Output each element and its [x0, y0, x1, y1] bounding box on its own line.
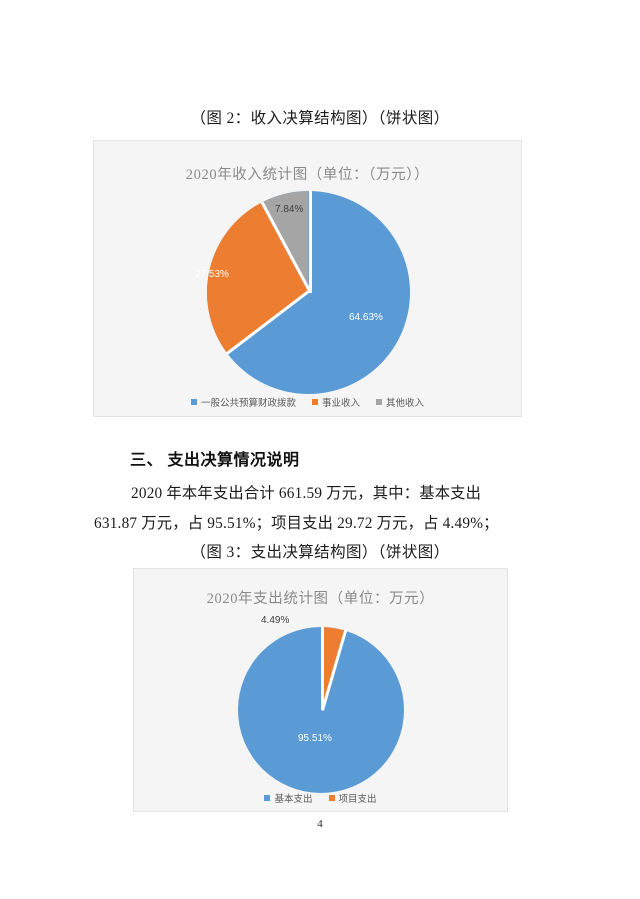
expenditure-pie-chart: 2020年支出统计图（单位：万元） 4.49% 95.51% 基本支出 项目支出 — [133, 568, 508, 812]
expenditure-pie-graphic — [238, 626, 404, 793]
legend-label: 事业收入 — [321, 398, 360, 409]
legend-swatch-blue-icon — [190, 399, 197, 405]
section-heading-expenditure: 三、 支出决算情况说明 — [130, 452, 300, 469]
legend-item-basic-expenditure[interactable]: 基本支出 — [264, 791, 313, 805]
body-text-line-2: 631.87 万元，占 95.51%；项目支出 29.72 万元，占 4.49%… — [94, 515, 499, 532]
body-text-line-1: 2020 年本年支出合计 661.59 万元，其中：基本支出 — [131, 485, 482, 502]
income-pie-chart: 2020年收入统计图（单位：（万元）） 64.63% 27.53% 7.84% … — [93, 140, 522, 417]
legend-item-other-income[interactable]: 其他收入 — [376, 395, 424, 409]
legend-label: 项目支出 — [338, 794, 377, 805]
legend-item-business-income[interactable]: 事业收入 — [311, 395, 360, 409]
legend-swatch-orange-icon — [311, 399, 318, 405]
expenditure-label-basic: 95.51% — [298, 733, 332, 744]
income-label-general-budget: 64.63% — [349, 312, 383, 323]
legend-swatch-orange-icon — [328, 795, 335, 801]
income-chart-title: 2020年收入统计图（单位：（万元）） — [185, 167, 430, 183]
expenditure-chart-legend: 基本支出 项目支出 — [134, 791, 507, 805]
expenditure-label-project: 4.49% — [261, 615, 290, 626]
legend-label: 其他收入 — [386, 398, 425, 409]
income-slice-divider — [308, 190, 311, 293]
legend-item-project-expenditure[interactable]: 项目支出 — [328, 791, 377, 805]
legend-swatch-blue-icon — [264, 795, 271, 801]
legend-swatch-gray-icon — [376, 399, 382, 405]
legend-label: 一般公共预算财政拨款 — [200, 398, 296, 409]
income-label-other-income: 7.84% — [275, 204, 304, 215]
income-label-business-income: 27.53% — [195, 269, 229, 280]
income-pie-graphic — [207, 190, 410, 394]
page-number: 4 — [317, 818, 323, 830]
legend-item-general-budget[interactable]: 一般公共预算财政拨款 — [190, 395, 296, 409]
figure3-caption: （图 3：支出决算结构图）（饼状图） — [190, 544, 450, 561]
expenditure-slice-divider — [321, 626, 324, 710]
figure2-caption: （图 2：收入决算结构图）（饼状图） — [190, 110, 450, 127]
expenditure-chart-title: 2020年支出统计图（单位：万元） — [206, 591, 435, 607]
income-chart-legend: 一般公共预算财政拨款 事业收入 其他收入 — [94, 395, 521, 409]
legend-label: 基本支出 — [274, 794, 313, 805]
